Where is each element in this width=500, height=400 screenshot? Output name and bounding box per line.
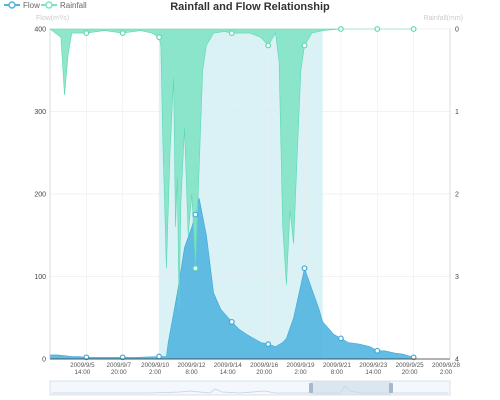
rainfall-area [49, 28, 414, 310]
data-zoom-slider[interactable] [49, 380, 451, 396]
slider-right-handle[interactable] [389, 383, 393, 393]
slider-selected-window[interactable] [311, 381, 391, 395]
y-left-axis-name: Flow(m³/s) [36, 15, 69, 22]
rainfall-point[interactable] [156, 34, 162, 41]
legend-flow-marker [8, 1, 16, 9]
legend-label-flow: Flow [23, 1, 40, 10]
rainfall-point[interactable] [83, 30, 90, 37]
rainfall-point[interactable] [301, 42, 308, 49]
legend[interactable]: Flow Rainfall [4, 1, 87, 10]
y-right-axis-name: Rainfall(mm) [423, 15, 463, 22]
y-left-tick-label: 400 [34, 27, 46, 34]
rainfall-point[interactable] [265, 42, 272, 49]
x-tick-label: 2009/9/10 2:00 [141, 362, 170, 376]
x-tick-label: 2009/9/7 20:00 [106, 362, 131, 376]
x-tick-label: 2009/9/5 14:00 [70, 362, 95, 376]
flow-point[interactable] [228, 318, 235, 325]
y-right-tick-label: 3 [455, 274, 459, 281]
x-tick-label: 2009/9/25 20:00 [396, 362, 425, 376]
x-tick-label: 2009/9/16 20:00 [250, 362, 279, 376]
x-tick-label: 2009/9/21 8:00 [323, 362, 352, 376]
rainfall-point[interactable] [410, 26, 417, 32]
x-tick-label: 2009/9/23 14:00 [359, 362, 388, 376]
y-left-tick-label: 100 [34, 274, 46, 281]
rainfall-point[interactable] [119, 30, 126, 37]
flow-point[interactable] [192, 211, 199, 218]
legend-rainfall-marker [45, 1, 53, 9]
rainfall-point[interactable] [338, 26, 344, 32]
x-tick-label: 2009/9/28 2:00 [432, 362, 461, 376]
legend-item-rainfall[interactable]: Rainfall [41, 1, 87, 10]
flow-point[interactable] [156, 353, 162, 360]
flow-point[interactable] [374, 347, 381, 354]
plot-area: 0 100 200 300 400 0 1 2 3 4 2009/9/5 14:00 2009/9/7 2… [34, 26, 461, 376]
flow-point[interactable] [410, 354, 417, 361]
y-left-tick-label: 300 [34, 109, 46, 116]
flow-point[interactable] [83, 354, 90, 361]
y-right-tick-label: 1 [455, 109, 459, 116]
legend-label-rainfall: Rainfall [60, 1, 87, 10]
flow-point[interactable] [265, 341, 272, 348]
x-tick-label: 2009/9/12 8:00 [177, 362, 206, 376]
y-right-tick-label: 2 [455, 192, 459, 199]
y-left-tick-label: 0 [42, 357, 46, 364]
x-tick-label: 2009/9/19 2:00 [287, 362, 316, 376]
y-right-tick-label: 4 [455, 357, 459, 364]
y-right-tick-label: 0 [455, 27, 459, 34]
chart-title: Rainfall and Flow Relationship [170, 1, 330, 13]
flow-point[interactable] [119, 354, 126, 361]
legend-item-flow[interactable]: Flow [4, 1, 40, 10]
rainfall-point[interactable] [228, 30, 235, 37]
flow-point[interactable] [301, 265, 308, 272]
y-left-tick-label: 200 [34, 192, 46, 199]
rainfall-point[interactable] [192, 265, 199, 272]
rainfall-point[interactable] [374, 26, 381, 32]
x-tick-label: 2009/9/14 14:00 [214, 362, 243, 376]
flow-point[interactable] [338, 335, 344, 342]
slider-left-handle[interactable] [309, 383, 313, 393]
